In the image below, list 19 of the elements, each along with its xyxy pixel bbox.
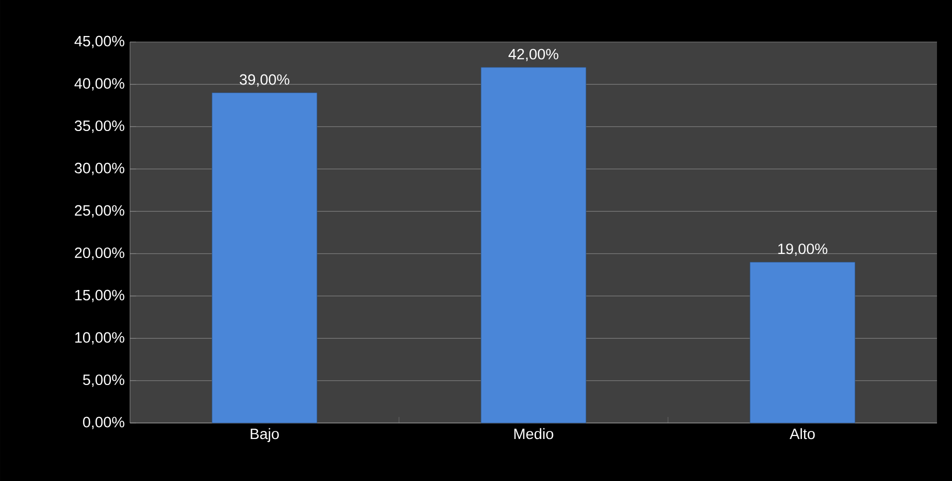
y-tick-label: 25,00% — [74, 205, 124, 218]
y-tick-label: 45,00% — [74, 36, 124, 48]
x-tick-label: Alto — [790, 428, 815, 440]
bar — [750, 262, 856, 424]
bar — [480, 67, 586, 424]
data-label: 19,00% — [778, 244, 828, 256]
y-tick-label: 35,00% — [74, 120, 124, 133]
y-tick-label: 10,00% — [75, 332, 124, 344]
data-label: 42,00% — [508, 48, 558, 62]
y-tick-label: 30,00% — [74, 162, 124, 176]
data-label: 39,00% — [240, 74, 290, 87]
y-tick-label: 40,00% — [74, 78, 124, 90]
bar — [212, 92, 318, 424]
x-tick-label: Bajo — [250, 428, 279, 442]
y-tick-label: 0,00% — [83, 416, 124, 430]
y-tick-label: 20,00% — [74, 247, 124, 260]
y-tick-label: 15,00% — [75, 290, 124, 302]
x-tick-label: Medio — [514, 428, 554, 440]
y-tick-label: 5,00% — [83, 374, 124, 387]
